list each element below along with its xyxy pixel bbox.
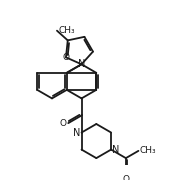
- Text: CH₃: CH₃: [58, 26, 75, 35]
- Text: O: O: [60, 119, 67, 128]
- Text: N: N: [73, 127, 80, 138]
- Text: N: N: [78, 59, 85, 69]
- Text: O: O: [122, 175, 129, 180]
- Text: CH₃: CH₃: [140, 146, 157, 155]
- Text: N: N: [112, 145, 120, 155]
- Text: O: O: [62, 53, 70, 62]
